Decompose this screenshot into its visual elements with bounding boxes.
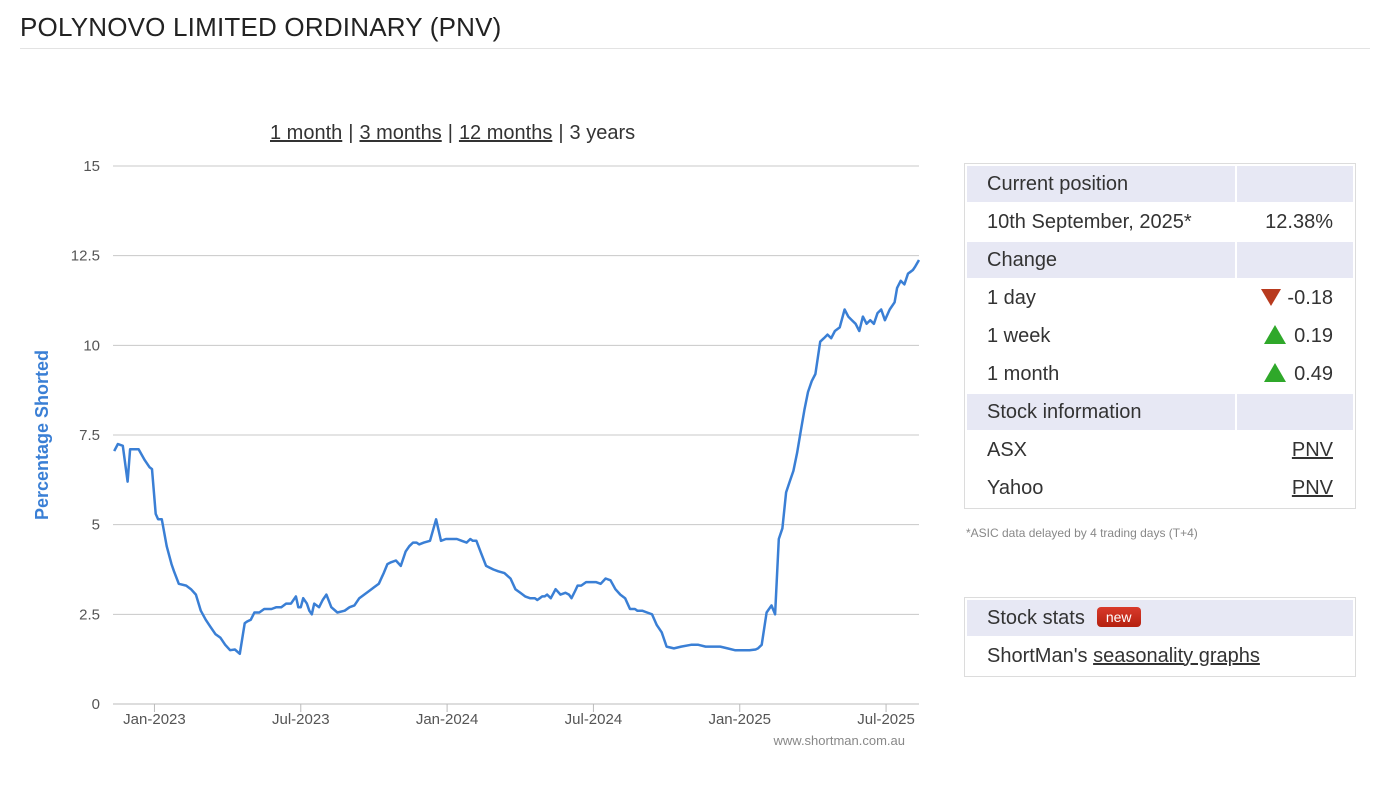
- change-value: -0.18: [1237, 280, 1353, 316]
- y-tick-label: 10: [83, 337, 100, 354]
- x-tick-label: Jul-2024: [565, 711, 623, 728]
- stock-information-header-row: Stock information: [967, 394, 1353, 430]
- header-spacer: [1237, 166, 1353, 202]
- x-tick-label: Jul-2023: [272, 711, 330, 728]
- y-tick-label: 2.5: [79, 606, 100, 623]
- x-tick-label: Jan-2024: [416, 711, 479, 728]
- stock-stats-prefix: ShortMan's: [987, 644, 1088, 667]
- change-header-row: Change: [967, 242, 1353, 278]
- y-tick-label: 0: [92, 696, 100, 713]
- range-link-3-months[interactable]: 3 months: [359, 122, 442, 144]
- range-separator: |: [558, 122, 564, 144]
- yahoo-ticker-link[interactable]: PNV: [1291, 476, 1333, 499]
- stock-stats-header: Stock stats: [987, 606, 1085, 629]
- asx-ticker-link[interactable]: PNV: [1291, 438, 1333, 461]
- up-arrow-icon: [1264, 362, 1287, 382]
- current-position-header: Current position: [967, 166, 1235, 202]
- current-position-date: 10th September, 2025*: [987, 210, 1192, 233]
- series-line-percentage-shorted: [113, 259, 921, 656]
- stock-stats-row: ShortMan's seasonality graphs: [967, 638, 1353, 674]
- stock-stats-header-cell: Stock stats new: [967, 600, 1353, 636]
- y-tick-label: 5: [92, 517, 100, 534]
- x-tick-label: Jul-2025: [857, 711, 915, 728]
- asic-delay-note: *ASIC data delayed by 4 trading days (T+…: [966, 526, 1198, 540]
- range-separator: |: [447, 122, 453, 144]
- current-position-value: 12.38%: [1265, 210, 1333, 233]
- stock-info-row-asx: ASX PNV: [967, 432, 1353, 468]
- seasonality-graphs-link[interactable]: seasonality graphs: [1093, 644, 1260, 667]
- range-link-1-month[interactable]: 1 month: [270, 122, 343, 144]
- page-title: POLYNOVO LIMITED ORDINARY (PNV): [20, 12, 502, 42]
- change-amount: 0.19: [1294, 324, 1333, 347]
- range-link-12-months[interactable]: 12 months: [458, 122, 553, 144]
- change-label: 1 day: [987, 286, 1036, 309]
- range-current-3-years: 3 years: [569, 122, 636, 144]
- y-tick-label: 12.5: [71, 248, 100, 265]
- x-tick-label: Jan-2023: [123, 711, 186, 728]
- change-row-1-week: 1 week 0.19: [967, 318, 1353, 354]
- stock-stats-text: ShortMan's seasonality graphs: [967, 638, 1353, 674]
- stock-info-value: PNV: [1237, 470, 1353, 506]
- y-tick-label: 15: [83, 158, 100, 175]
- up-arrow-icon: [1264, 324, 1287, 344]
- change-amount: 0.49: [1294, 362, 1333, 385]
- stock-information-header: Stock information: [967, 394, 1235, 430]
- stock-info-panel: Current position 10th September, 2025* 1…: [964, 163, 1356, 509]
- current-position-header-row: Current position: [967, 166, 1353, 202]
- change-header: Change: [967, 242, 1235, 278]
- change-label: 1 week: [987, 324, 1051, 347]
- change-amount: -0.18: [1287, 286, 1333, 309]
- change-value: 0.19: [1237, 318, 1353, 354]
- current-position-row: 10th September, 2025* 12.38%: [967, 204, 1353, 240]
- time-range-selector: 1 month | 3 months | 12 months | 3 years: [270, 122, 635, 145]
- stock-info-label: Yahoo: [987, 476, 1044, 499]
- stock-stats-panel: Stock stats new ShortMan's seasonality gr…: [964, 597, 1356, 677]
- down-arrow-icon: [1261, 288, 1282, 306]
- change-label: 1 month: [987, 362, 1060, 385]
- chart-credit: www.shortman.com.au: [773, 733, 906, 748]
- header-spacer: [1237, 394, 1353, 430]
- x-tick-label: Jan-2025: [708, 711, 771, 728]
- new-badge: new: [1096, 606, 1141, 627]
- stock-stats-header-row: Stock stats new: [967, 600, 1353, 636]
- y-tick-label: 7.5: [79, 427, 100, 444]
- y-axis-title: Percentage Shorted: [32, 350, 52, 520]
- stock-info-row-yahoo: Yahoo PNV: [967, 470, 1353, 506]
- change-row-1-day: 1 day -0.18: [967, 280, 1353, 316]
- range-separator: |: [348, 122, 354, 144]
- change-row-1-month: 1 month 0.49: [967, 356, 1353, 392]
- stock-info-value: PNV: [1237, 432, 1353, 468]
- title-divider: [20, 48, 1370, 49]
- stock-info-label: ASX: [987, 438, 1028, 461]
- header-spacer: [1237, 242, 1353, 278]
- short-position-chart: 0 2.5 5 7.5 10 12.5 15 Jan-2023 Jul-2023 Jan-2024…: [32, 158, 921, 748]
- change-value: 0.49: [1237, 356, 1353, 392]
